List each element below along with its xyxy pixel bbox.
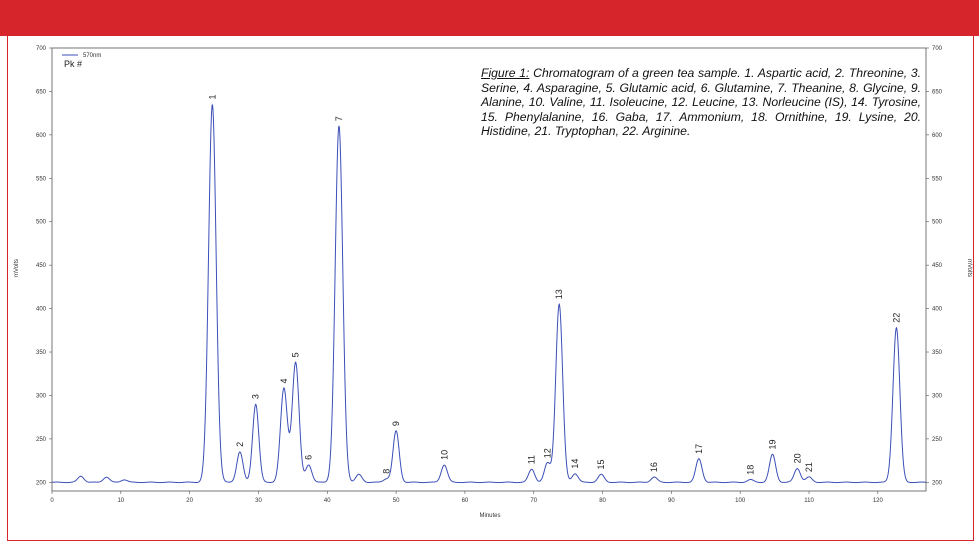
legend-header: Pk #: [64, 59, 82, 69]
x-tick-label: 10: [117, 498, 124, 504]
peak-label-10: 10: [439, 450, 449, 460]
peak-label-4: 4: [279, 378, 289, 383]
peak-label-19: 19: [768, 439, 778, 449]
figure-frame: [7, 36, 974, 541]
peak-label-14: 14: [570, 459, 580, 469]
y-tick-label-left: 350: [36, 350, 47, 356]
peak-label-8: 8: [382, 469, 392, 474]
peak-label-1: 1: [207, 94, 217, 99]
x-tick-label: 0: [50, 498, 54, 504]
peak-label-13: 13: [554, 289, 564, 299]
y-tick-label-right: 700: [932, 46, 943, 52]
x-tick-label: 50: [393, 498, 400, 504]
figure-caption: Figure 1: Chromatogram of a green tea sa…: [481, 66, 921, 139]
y-tick-label-left: 450: [36, 263, 47, 269]
y-tick-label-left: 700: [36, 46, 47, 52]
y-tick-label-right: 600: [932, 133, 943, 139]
x-tick-label: 70: [530, 498, 537, 504]
y-tick-label-right: 350: [932, 350, 943, 356]
chromatogram-trace: [51, 104, 927, 484]
y-tick-label-left: 500: [36, 220, 47, 226]
peak-label-15: 15: [596, 459, 606, 469]
x-tick-label: 100: [735, 498, 746, 504]
x-tick-label: 90: [668, 498, 675, 504]
y-tick-label-left: 300: [36, 393, 47, 399]
y-tick-label-right: 550: [932, 176, 943, 182]
y-tick-label-right: 400: [932, 307, 943, 313]
y-axis-label-left: mVolts: [14, 259, 20, 277]
y-tick-label-left: 650: [36, 89, 47, 95]
x-tick-label: 60: [462, 498, 469, 504]
peak-label-16: 16: [649, 462, 659, 472]
peak-label-17: 17: [694, 444, 704, 454]
x-tick-label: 40: [324, 498, 331, 504]
y-tick-label-left: 550: [36, 176, 47, 182]
y-tick-label-right: 650: [932, 89, 943, 95]
y-tick-label-left: 400: [36, 307, 47, 313]
chart-legend: 570nm Pk #: [62, 53, 101, 69]
figure-caption-title: Figure 1:: [481, 66, 530, 80]
peak-label-12: 12: [543, 448, 553, 458]
legend-series-name: 570nm: [83, 53, 101, 59]
x-tick-label: 20: [186, 498, 193, 504]
y-tick-label-right: 300: [932, 393, 943, 399]
chart-axes: [51, 47, 927, 492]
y-tick-label-left: 250: [36, 437, 47, 443]
peak-label-20: 20: [792, 453, 802, 463]
peak-label-21: 21: [804, 462, 814, 472]
plot-area-border: [51, 47, 927, 492]
header-bar: [0, 0, 979, 36]
y-axis-label-right: mVolts: [966, 259, 972, 277]
peak-label-5: 5: [291, 352, 301, 357]
peak-label-11: 11: [527, 455, 537, 464]
y-tick-label-right: 200: [932, 480, 943, 486]
peak-label-3: 3: [251, 394, 261, 399]
x-tick-label: 120: [873, 498, 884, 504]
y-tick-label-right: 250: [932, 437, 943, 443]
peak-label-6: 6: [304, 455, 314, 460]
x-tick-label: 110: [804, 498, 814, 504]
x-tick-label: 80: [599, 498, 606, 504]
y-tick-label-left: 200: [36, 480, 47, 486]
peak-label-9: 9: [391, 421, 401, 426]
peak-label-7: 7: [334, 116, 344, 121]
y-tick-label-right: 500: [932, 220, 943, 226]
peak-label-22: 22: [891, 313, 901, 323]
figure-caption-text: Chromatogram of a green tea sample. 1. A…: [481, 66, 921, 139]
peak-label-18: 18: [746, 465, 756, 475]
y-tick-label-left: 600: [36, 133, 47, 139]
peak-label-2: 2: [235, 442, 245, 447]
x-tick-label: 30: [255, 498, 262, 504]
x-axis-label: Minutes: [479, 513, 500, 519]
y-tick-label-right: 450: [932, 263, 943, 269]
